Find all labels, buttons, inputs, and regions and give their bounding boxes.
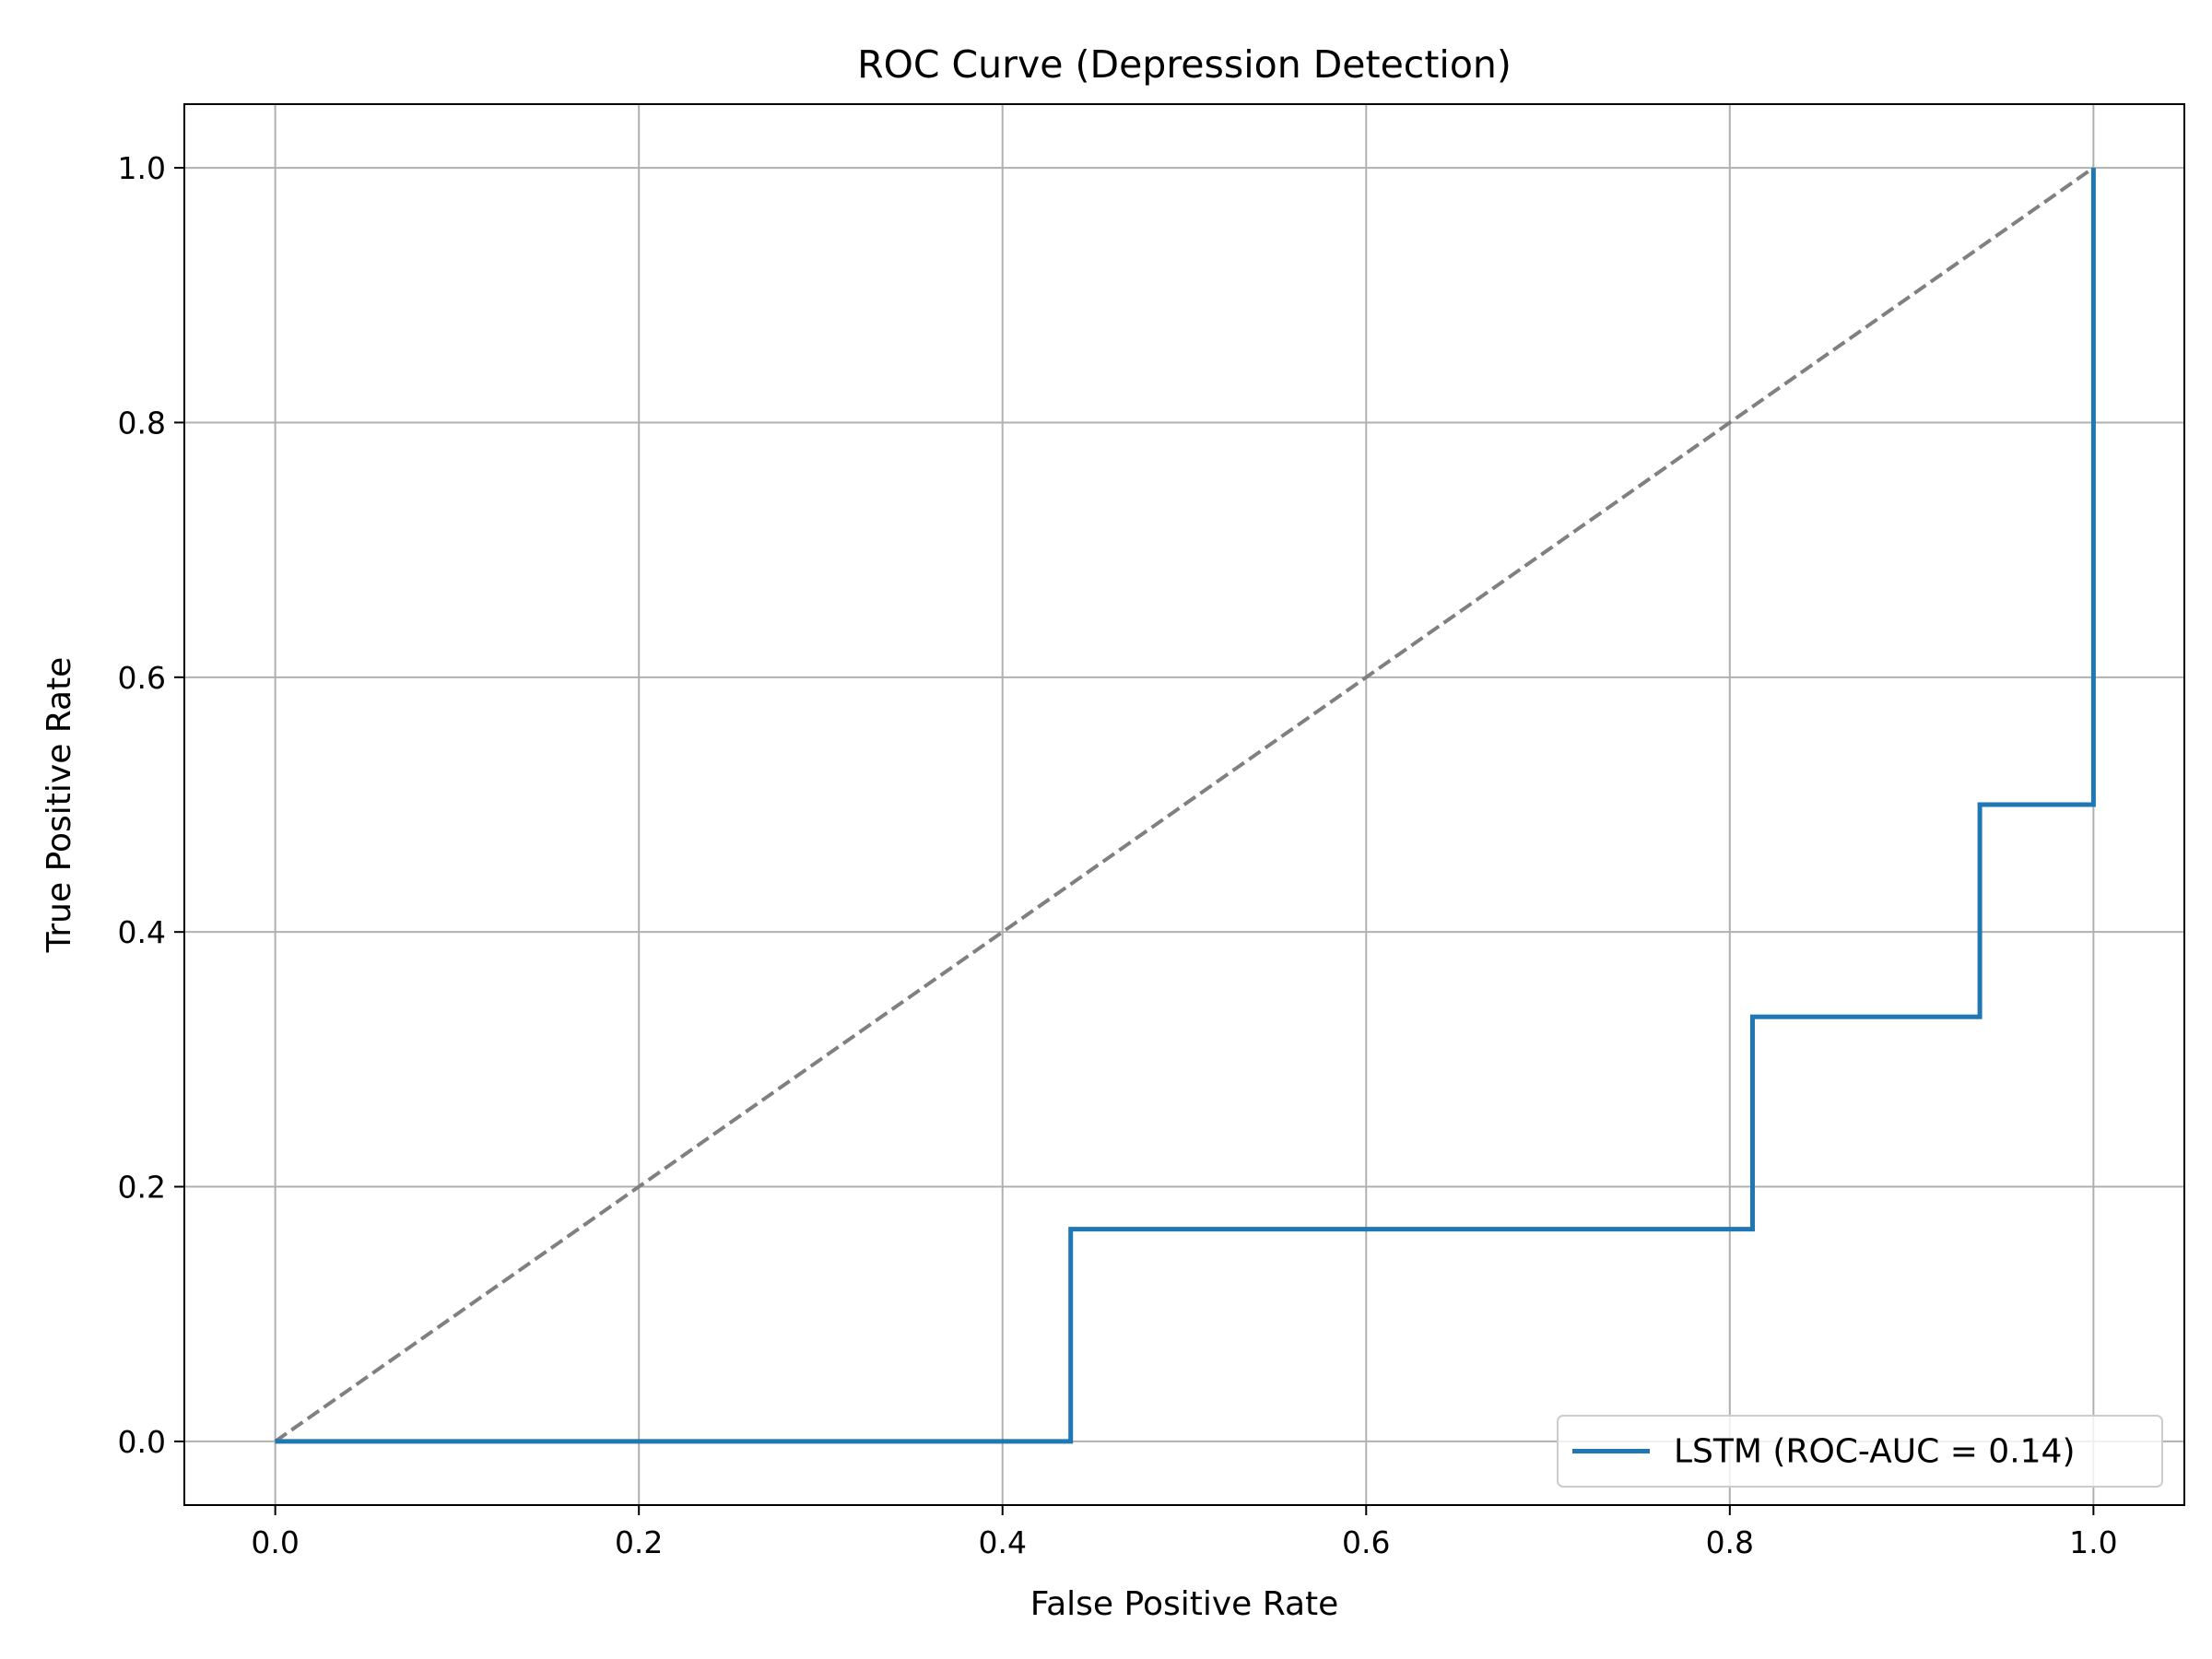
x-tick-label: 0.0 xyxy=(251,1524,299,1560)
series-layer xyxy=(274,166,2096,1444)
x-tick-label: 1.0 xyxy=(2069,1524,2117,1560)
chart-title: ROC Curve (Depression Detection) xyxy=(857,42,1512,87)
x-tick-label: 0.8 xyxy=(1706,1524,1754,1560)
legend-label-lstm: LSTM (ROC-AUC = 0.14) xyxy=(1674,1433,2076,1471)
y-tick-label: 1.0 xyxy=(118,150,166,186)
roc-curve-lstm xyxy=(275,168,2096,1444)
y-tick-label: 0.8 xyxy=(118,405,166,441)
x-tick-label: 0.6 xyxy=(1342,1524,1390,1560)
ticks: 0.0 0.2 0.4 0.6 0.8 1.0 0.0 0.2 0.4 0.6 0.8 1.0 xyxy=(118,150,2118,1560)
x-tick-label: 0.2 xyxy=(615,1524,663,1560)
y-axis-label: True Positive Rate xyxy=(41,657,78,954)
legend-box xyxy=(1557,1415,2163,1488)
y-tick-label: 0.6 xyxy=(118,660,166,696)
y-tick-label: 0.2 xyxy=(118,1170,166,1206)
x-tick-label: 0.4 xyxy=(978,1524,1026,1560)
y-tick-label: 0.4 xyxy=(118,914,166,950)
chance-diagonal-line xyxy=(274,166,2095,1443)
legend: LSTM (ROC-AUC = 0.14) xyxy=(1557,1415,2163,1488)
x-axis-label: False Positive Rate xyxy=(1030,1585,1339,1623)
axes-frame xyxy=(183,103,2185,1506)
y-tick-label: 0.0 xyxy=(118,1424,166,1460)
